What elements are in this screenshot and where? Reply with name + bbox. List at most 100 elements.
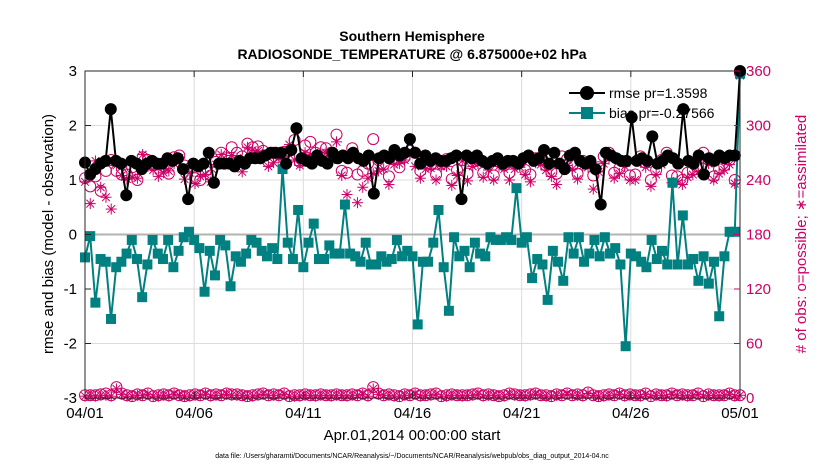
bias-point [100, 256, 111, 267]
rmse-series [79, 65, 746, 211]
bias-point [105, 313, 116, 324]
obs-used-assimilated-point-d2 [295, 391, 305, 401]
obs-assimilated-point-d2 [127, 173, 137, 182]
bias-point [360, 237, 371, 248]
obs-assimilated-point-d2 [164, 166, 174, 176]
obs-assimilated-point-d2 [190, 179, 200, 188]
obs-used-assimilated-point-d2 [667, 390, 677, 399]
obs-assimilated-point-d2 [159, 168, 168, 177]
rmse-point [197, 157, 210, 170]
rmse-point [409, 146, 422, 159]
rmse-point [285, 144, 298, 157]
obs-used-assimilated-point-d2 [185, 391, 195, 401]
bias-point [438, 262, 449, 273]
chart-title: Southern Hemisphere [339, 28, 485, 44]
bias-point [376, 251, 387, 262]
obs-used-assimilated-point-d2 [169, 390, 179, 399]
obs-used-assimilated-point [89, 390, 101, 402]
x-tick-label-1: 04/06 [175, 405, 213, 422]
bias-point [428, 237, 439, 248]
obs-used-assimilated-point-d2 [615, 390, 624, 399]
obs-assimilated-point-d2 [96, 183, 105, 192]
bias-point [677, 210, 688, 221]
bias-point [464, 262, 475, 273]
obs-assimilated-point [477, 171, 489, 183]
obs-assimilated-point-d2 [447, 181, 457, 190]
obs-assimilated-point-d2 [342, 190, 352, 199]
obs-used-assimilated-point [577, 390, 589, 402]
bias-point [646, 234, 657, 245]
obs-used-assimilated-point-d2 [106, 391, 116, 401]
bias-point [308, 218, 319, 229]
obs-used-assimilated-point-d2 [547, 391, 556, 401]
obs-used-assimilated-point [582, 387, 594, 399]
obs-assimilated-point [357, 181, 369, 193]
obs-used-assimilated-point-d2 [699, 391, 708, 401]
bias-point [651, 254, 662, 265]
obs-assimilated-point [341, 189, 353, 201]
obs-assimilated-point [524, 176, 536, 188]
obs-used-assimilated-point-d2 [636, 391, 645, 401]
obs-assimilated-point-d2 [678, 180, 687, 189]
obs-assimilated-point-d2 [264, 162, 273, 171]
rmse-point [548, 146, 561, 159]
y-right-tick-label-5: 300 [746, 118, 771, 135]
bias-point [95, 254, 106, 265]
obs-assimilated-point [551, 179, 563, 191]
rmse-point [543, 157, 556, 170]
bias-point [516, 237, 527, 248]
rmse-point [450, 149, 463, 162]
obs-assimilated-point [95, 181, 107, 193]
obs-used-assimilated-point-d2 [368, 384, 378, 394]
bias-point [605, 248, 616, 259]
x-tick-label-5: 04/26 [612, 405, 650, 422]
bias-point [163, 234, 174, 245]
obs-used-assimilated-point-d2 [531, 390, 540, 399]
footnote: data file: /Users/gharamti/Documents/NCA… [215, 453, 609, 460]
obs-assimilated-point [545, 170, 557, 182]
y-right-tick-label-1: 60 [746, 336, 763, 353]
x-tick-label-2: 04/11 [285, 405, 321, 422]
obs-assimilated-point [540, 164, 552, 176]
obs-used-assimilated-point [362, 390, 374, 402]
rmse-point [207, 176, 220, 189]
obs-assimilated-point-d2 [714, 169, 724, 178]
bias-point [215, 234, 226, 245]
obs-used-assimilated-point [724, 388, 736, 400]
obs-used-assimilated-point [729, 390, 741, 402]
obs-assimilated-point [131, 172, 143, 184]
bias-point [402, 245, 413, 256]
obs-assimilated-point-d2 [395, 159, 404, 168]
rmse-point [398, 146, 411, 159]
bias-point [615, 259, 626, 270]
bias-point [423, 256, 434, 267]
bias-point [490, 234, 501, 245]
bias-point [443, 305, 454, 316]
rmse-point [646, 130, 659, 143]
bias-point [501, 232, 512, 243]
bias-point [194, 243, 205, 254]
rmse-point [290, 122, 303, 135]
obs-assimilated-point [613, 168, 625, 180]
obs-used-assimilated-point-d2 [112, 384, 121, 394]
obs-used-assimilated-point-d2 [431, 390, 441, 399]
obs-assimilated-point [519, 169, 531, 181]
rmse-point [620, 154, 633, 167]
obs-assimilated-point [430, 174, 442, 186]
bias-point [558, 275, 569, 286]
rmse-point [455, 193, 468, 206]
obs-used-assimilated-point-d2 [662, 391, 671, 401]
bias-point [641, 262, 652, 273]
obs-assimilated-point [488, 174, 500, 186]
obs-assimilated-point [650, 169, 662, 181]
obs-assimilated-point-d2 [489, 175, 498, 185]
obs-used-assimilated-point-d2 [91, 391, 100, 401]
bias-point [537, 259, 548, 270]
obs-used-assimilated-point [645, 390, 657, 402]
obs-used-assimilated-point-d2 [327, 391, 336, 401]
bias-point [152, 248, 163, 259]
bias-point [272, 254, 283, 265]
obs-assimilated-point-d2 [86, 199, 95, 208]
obs-assimilated-point-d2 [101, 193, 111, 202]
